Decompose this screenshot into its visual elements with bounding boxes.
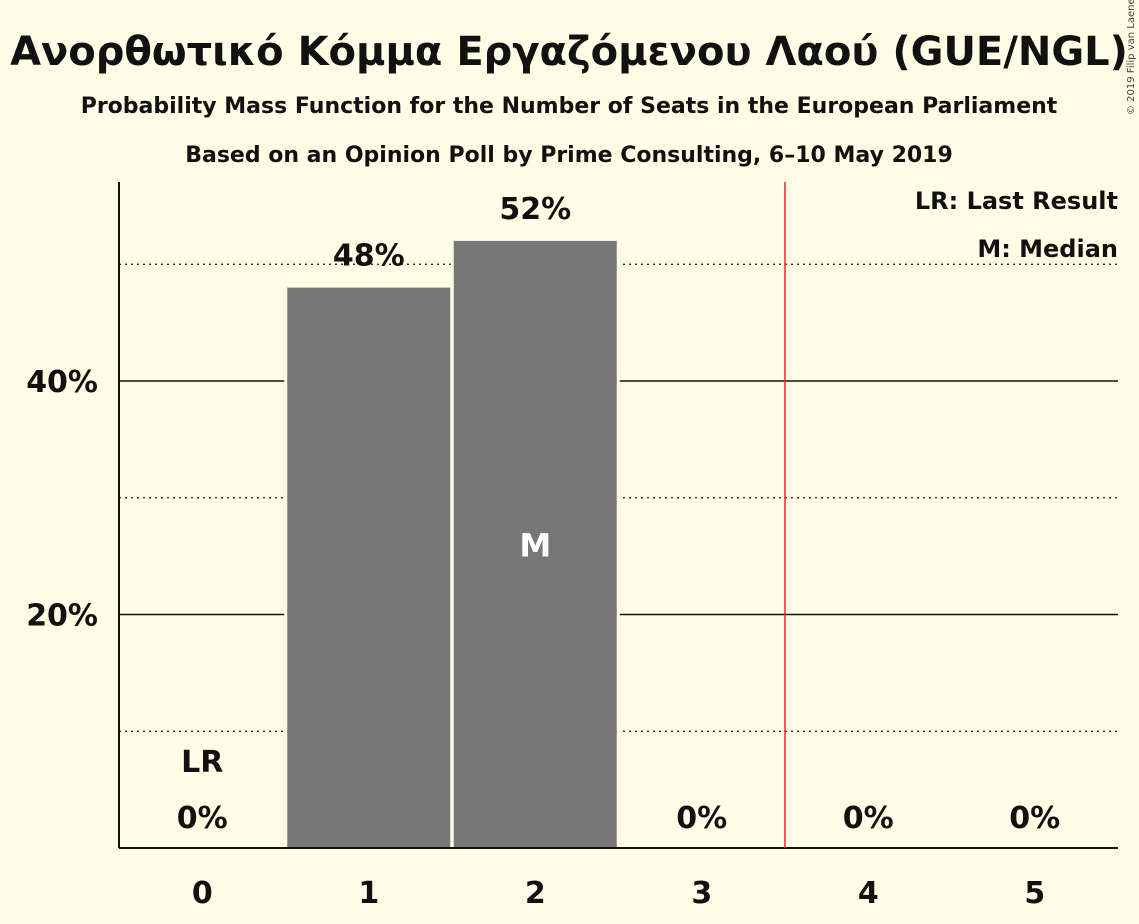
x-tick-label: 3 [691, 876, 712, 911]
last-result-marker: LR [181, 745, 223, 780]
y-axis: 20% 40% [26, 182, 120, 848]
legend-last-result: LR: Last Result [915, 187, 1118, 215]
chart-title: Ανορθωτικό Κόμμα Εργαζόμενου Λαού (GUE/N… [10, 29, 1128, 75]
x-axis: 0 1 2 3 4 5 [119, 847, 1118, 911]
bar-labels: 0% 48% 52% 0% 0% 0% [177, 192, 1060, 836]
bar [287, 287, 451, 849]
y-tick-label: 40% [26, 365, 98, 400]
bar [453, 240, 617, 848]
bar-value-label: 0% [177, 801, 228, 836]
bar-value-label: 48% [333, 239, 405, 274]
bar-value-label: 0% [676, 801, 727, 836]
markers: M LR [181, 182, 786, 848]
bars [284, 240, 620, 849]
x-tick-label: 1 [358, 876, 379, 911]
median-marker: M [519, 526, 551, 564]
x-tick-label: 2 [525, 876, 546, 911]
legend-median: M: Median [977, 235, 1118, 263]
y-tick-label: 20% [26, 599, 98, 634]
x-tick-label: 4 [858, 876, 879, 911]
x-tick-label: 0 [192, 876, 213, 911]
chart-source: Based on an Opinion Poll by Prime Consul… [185, 143, 953, 168]
copyright: © 2019 Filip van Laenen [1126, 0, 1137, 115]
bar-value-label: 0% [843, 801, 894, 836]
bar-value-label: 52% [499, 192, 571, 227]
x-tick-label: 5 [1024, 876, 1045, 911]
bar-value-label: 0% [1009, 801, 1060, 836]
chart-subtitle: Probability Mass Function for the Number… [81, 94, 1058, 119]
